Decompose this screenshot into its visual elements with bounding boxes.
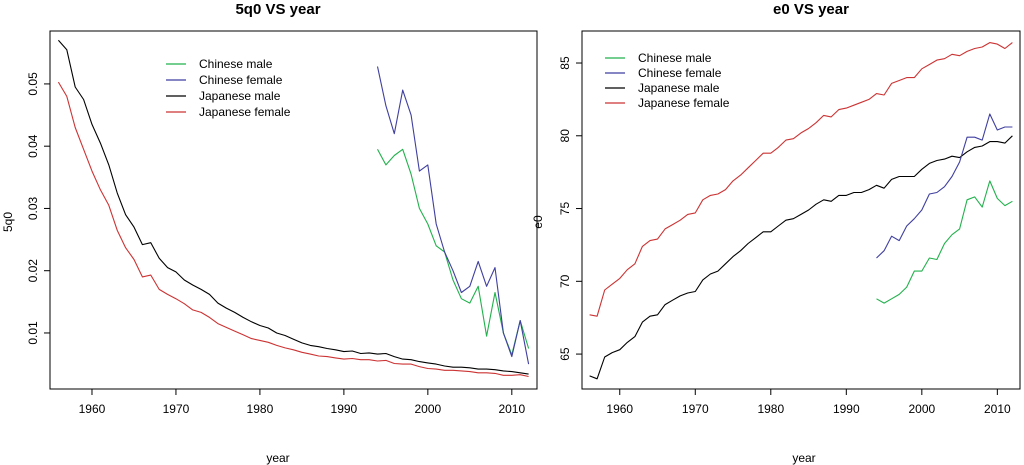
y-tick-label: 0.03 bbox=[26, 196, 40, 220]
chart-title: 5q0 VS year bbox=[235, 1, 320, 18]
y-tick-label: 80 bbox=[558, 129, 572, 143]
axes: 1960 1970 1980 1990 2000 2010 65 70 75 80 85 bbox=[558, 30, 1021, 416]
legend-label-chinese-male: Chinese male bbox=[638, 51, 712, 65]
series-line-chinese-female bbox=[376, 66, 530, 365]
legend-label-chinese-female: Chinese female bbox=[199, 73, 283, 87]
x-tick-label: 1980 bbox=[757, 402, 784, 416]
legend-label-chinese-male: Chinese male bbox=[199, 57, 273, 71]
axes: 1960 1970 1980 1990 2000 2010 0.01 0.02 0.03 0.04… bbox=[26, 30, 538, 416]
y-tick-label: 0.04 bbox=[26, 134, 40, 158]
chart-e0-vs-year: e0 VS year 1960 1970 1980 1990 2000 2010 65 70 7… bbox=[531, 1, 1021, 465]
x-tick-label: 1970 bbox=[163, 402, 190, 416]
legend-label-japanese-female: Japanese female bbox=[638, 96, 730, 110]
series-line-chinese-female bbox=[876, 113, 1013, 259]
series-lines bbox=[589, 42, 1013, 380]
x-tick-label: 2000 bbox=[414, 402, 441, 416]
chart-title: e0 VS year bbox=[773, 1, 849, 18]
x-tick-label: 2010 bbox=[984, 402, 1011, 416]
y-tick-label: 0.01 bbox=[26, 321, 40, 345]
y-tick-label: 70 bbox=[558, 274, 572, 288]
y-axis-label: 5q0 bbox=[1, 212, 15, 232]
x-tick-label: 1970 bbox=[682, 402, 709, 416]
series-line-japanese-male bbox=[589, 135, 1013, 380]
x-tick-label: 1980 bbox=[247, 402, 274, 416]
legend-label-japanese-male: Japanese male bbox=[199, 89, 281, 103]
legend-label-japanese-female: Japanese female bbox=[199, 105, 291, 119]
y-tick-label: 85 bbox=[558, 56, 572, 70]
series-line-chinese-male bbox=[876, 180, 1013, 304]
plot-frame bbox=[49, 30, 538, 390]
series-lines bbox=[57, 39, 530, 378]
y-tick-label: 65 bbox=[558, 347, 572, 361]
y-axis-label: e0 bbox=[531, 215, 545, 229]
legend: Chinese male Chinese female Japanese male J… bbox=[166, 57, 291, 119]
x-tick-label: 2000 bbox=[908, 402, 935, 416]
y-tick-label: 75 bbox=[558, 202, 572, 216]
x-tick-label: 1990 bbox=[833, 402, 860, 416]
legend-label-chinese-female: Chinese female bbox=[638, 66, 722, 80]
legend-label-japanese-male: Japanese male bbox=[638, 81, 720, 95]
x-tick-label: 2010 bbox=[498, 402, 525, 416]
x-tick-label: 1990 bbox=[331, 402, 358, 416]
chart-5q0-vs-year: 5q0 VS year 1960 1970 1980 1990 2000 2010 0.01… bbox=[1, 1, 538, 465]
x-tick-label: 1960 bbox=[79, 402, 106, 416]
x-tick-label: 1960 bbox=[606, 402, 633, 416]
x-axis-label: year bbox=[266, 451, 289, 465]
series-line-japanese-female bbox=[589, 42, 1013, 317]
series-line-japanese-female bbox=[57, 81, 529, 378]
series-line-japanese-male bbox=[57, 39, 529, 375]
y-tick-label: 0.02 bbox=[26, 259, 40, 283]
series-line-chinese-male bbox=[377, 148, 530, 356]
y-tick-label: 0.05 bbox=[26, 72, 40, 96]
plot-frame bbox=[581, 30, 1021, 390]
x-axis-label: year bbox=[792, 451, 815, 465]
